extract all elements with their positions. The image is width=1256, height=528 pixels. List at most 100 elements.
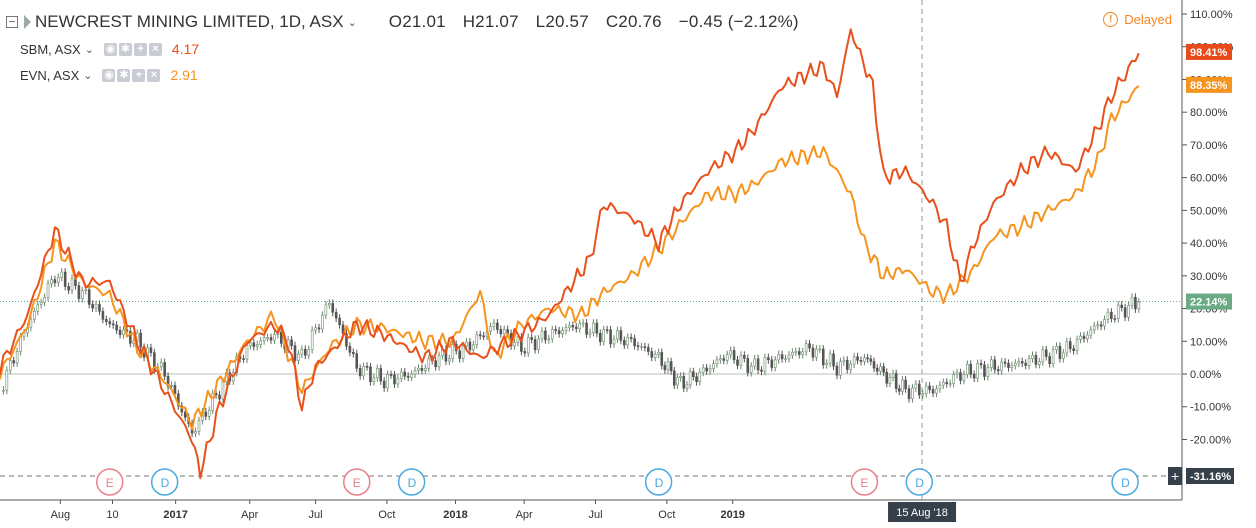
ncm-candle	[33, 311, 36, 320]
chevron-down-icon[interactable]: ⌄	[84, 43, 94, 56]
ncm-candle	[482, 335, 485, 338]
earnings-event-icon[interactable]	[96, 468, 124, 496]
ncm-candle	[1120, 304, 1123, 308]
plus-icon[interactable]: +	[132, 68, 146, 82]
ncm-candle	[355, 353, 359, 369]
ncm-candle	[290, 339, 293, 346]
earnings-event-icon[interactable]	[850, 468, 879, 496]
main-symbol-label[interactable]: NEWCREST MINING LIMITED, 1D, ASX	[35, 12, 344, 31]
y-tick-label: 60.00%	[1190, 173, 1228, 185]
x-tick-label: Apr	[241, 509, 258, 521]
ncm-candle	[345, 333, 348, 347]
ncm-candle	[701, 367, 705, 373]
eye-icon[interactable]: ◉	[103, 42, 117, 56]
compare-row-evn[interactable]: EVN, ASX ⌄ ◉ ✱ + × 2.91	[4, 62, 811, 88]
dividend-event-icon[interactable]	[150, 468, 179, 496]
y-tick-label: 70.00%	[1190, 140, 1228, 152]
ncm-candle	[856, 356, 859, 361]
main-symbol-row[interactable]: NEWCREST MINING LIMITED, 1D, ASX ⌄ O21.0…	[4, 8, 811, 36]
ncm-candle	[952, 374, 955, 384]
compare-symbol-label[interactable]: SBM, ASX	[20, 41, 81, 57]
ncm-candle	[832, 353, 835, 367]
ncm-candle	[242, 358, 245, 360]
chevron-down-icon[interactable]: ⌄	[83, 69, 93, 82]
ncm-candle	[434, 360, 437, 368]
compare-value: 4.17	[171, 41, 200, 57]
ncm-candle	[540, 330, 544, 340]
dividend-event-icon[interactable]	[644, 468, 673, 496]
ncm-candle	[595, 322, 599, 334]
sbm-last-value-badge	[1186, 43, 1232, 60]
ncm-candle	[338, 317, 341, 326]
x-tick-label: 10	[106, 509, 118, 521]
ncm-candle	[218, 394, 221, 400]
ncm-candle	[708, 368, 712, 372]
ncm-candle	[588, 332, 592, 335]
sbm-last-value-badge-label: 98.41%	[1190, 47, 1228, 59]
evn-series-line[interactable]	[0, 85, 1140, 431]
eye-icon[interactable]: ◉	[102, 68, 116, 82]
ncm-candle	[571, 325, 575, 328]
compare-symbol-label[interactable]: EVN, ASX	[20, 67, 80, 83]
ncm-candle	[149, 347, 153, 353]
ncm-candle	[293, 345, 297, 361]
x-tick-label: Jul	[309, 509, 323, 521]
sbm-series-line[interactable]	[0, 28, 1140, 480]
ncm-candle	[959, 372, 962, 381]
ncm-candle	[36, 304, 40, 312]
ncm-candle	[1014, 362, 1017, 366]
ncm-candle	[1051, 349, 1055, 364]
ncm-candle	[550, 329, 554, 340]
event-icon-letter: D	[408, 476, 417, 490]
gear-icon[interactable]: ✱	[117, 68, 131, 82]
earnings-event-icon[interactable]	[342, 468, 371, 496]
ncm-candle	[619, 330, 623, 341]
dividend-event-icon[interactable]	[1111, 468, 1139, 496]
ncm-candle	[636, 345, 640, 348]
delayed-indicator[interactable]: ! Delayed	[1103, 12, 1172, 27]
collapse-icon[interactable]	[6, 16, 18, 28]
ncm-candle	[669, 361, 673, 372]
compare-row-sbm[interactable]: SBM, ASX ⌄ ◉ ✱ + × 4.17	[4, 36, 811, 62]
ncm-candle	[921, 393, 925, 396]
event-icon-letter: D	[915, 476, 924, 490]
event-icon-letter: E	[106, 476, 114, 490]
ncm-candle	[719, 358, 722, 361]
close-icon[interactable]: ×	[148, 42, 162, 56]
ncm-candle	[885, 371, 889, 384]
ncm-candle	[763, 357, 767, 372]
ncm-candle	[777, 354, 780, 361]
dividend-event-icon[interactable]	[905, 468, 934, 496]
gear-icon[interactable]: ✱	[118, 42, 132, 56]
close-icon[interactable]: ×	[147, 68, 161, 82]
ncm-candle	[863, 357, 866, 362]
ncm-candle	[1086, 334, 1089, 340]
ncm-candle	[581, 322, 585, 325]
ncm-candle	[420, 368, 424, 371]
add-alert-button[interactable]	[1168, 467, 1182, 485]
ncm-candle	[688, 371, 692, 386]
ncm-candle	[891, 373, 895, 378]
ncm-candle	[499, 329, 503, 335]
ncm-candle	[448, 358, 451, 362]
ncm-candle	[417, 368, 420, 371]
ncm-candle	[461, 345, 465, 359]
ncm-candle	[437, 355, 441, 368]
ncm-candle	[801, 351, 804, 355]
ncm-candle	[5, 369, 9, 391]
plus-icon[interactable]: +	[133, 42, 147, 56]
ncm-candle	[516, 336, 520, 343]
ncm-candle	[1089, 329, 1093, 336]
chevron-down-icon[interactable]: ⌄	[347, 16, 357, 29]
ncm-candle	[924, 385, 928, 394]
ncm-candle	[715, 359, 719, 364]
flag-icon[interactable]	[24, 15, 31, 29]
ncm-candle	[348, 345, 352, 353]
ncm-candle	[875, 367, 879, 372]
ohlc-values: O21.01 H21.07 L20.57 C20.76 −0.45 (−2.12…	[389, 12, 811, 32]
event-icon-letter: E	[353, 476, 361, 490]
ncm-candle	[478, 334, 482, 337]
dividend-event-icon[interactable]	[397, 468, 426, 496]
ncm-candle	[1134, 296, 1137, 310]
